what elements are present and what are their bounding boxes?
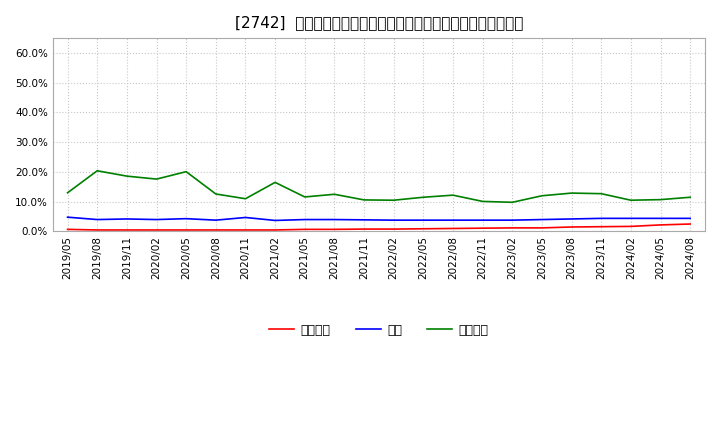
買入債務 — [390, 198, 398, 203]
Line: 買入債務: 買入債務 — [68, 171, 690, 202]
売上債権 — [212, 227, 220, 233]
買入債務 — [538, 193, 546, 198]
在庫 — [538, 217, 546, 222]
売上債権 — [478, 226, 487, 231]
売上債権 — [656, 222, 665, 227]
売上債権 — [63, 227, 72, 232]
買入債務 — [567, 191, 576, 196]
買入債務 — [93, 168, 102, 173]
売上債権 — [360, 227, 369, 232]
在庫 — [449, 217, 457, 223]
買入債務 — [449, 193, 457, 198]
買入債務 — [626, 198, 635, 203]
売上債権 — [330, 227, 338, 232]
Legend: 売上債権, 在庫, 買入債務: 売上債権, 在庫, 買入債務 — [264, 319, 493, 342]
売上債権 — [122, 227, 131, 233]
買入債務 — [241, 196, 250, 202]
在庫 — [212, 217, 220, 223]
買入債務 — [271, 180, 279, 185]
売上債権 — [271, 227, 279, 233]
在庫 — [300, 217, 309, 222]
在庫 — [390, 217, 398, 223]
在庫 — [241, 215, 250, 220]
買入債務 — [152, 176, 161, 182]
在庫 — [656, 216, 665, 221]
在庫 — [478, 217, 487, 223]
買入債務 — [360, 197, 369, 202]
売上債権 — [597, 224, 606, 229]
買入債務 — [182, 169, 191, 174]
Title: [2742]  売上債権、在庫、買入債務の総資産に対する比率の推移: [2742] 売上債権、在庫、買入債務の総資産に対する比率の推移 — [235, 15, 523, 30]
在庫 — [508, 217, 517, 223]
売上債権 — [567, 224, 576, 230]
売上債権 — [686, 221, 695, 227]
売上債権 — [626, 224, 635, 229]
在庫 — [330, 217, 338, 222]
売上債権 — [300, 227, 309, 232]
買入債務 — [508, 200, 517, 205]
在庫 — [271, 218, 279, 223]
買入債務 — [330, 192, 338, 197]
売上債権 — [538, 225, 546, 231]
在庫 — [152, 217, 161, 222]
在庫 — [597, 216, 606, 221]
Line: 売上債権: 売上債権 — [68, 224, 690, 230]
買入債務 — [597, 191, 606, 196]
在庫 — [686, 216, 695, 221]
買入債務 — [478, 199, 487, 204]
在庫 — [419, 217, 428, 223]
売上債権 — [390, 227, 398, 232]
在庫 — [122, 216, 131, 222]
在庫 — [626, 216, 635, 221]
在庫 — [63, 215, 72, 220]
売上債権 — [508, 225, 517, 231]
在庫 — [360, 217, 369, 223]
買入債務 — [656, 197, 665, 202]
売上債権 — [152, 227, 161, 233]
買入債務 — [686, 194, 695, 200]
買入債務 — [122, 173, 131, 179]
買入債務 — [212, 191, 220, 197]
Line: 在庫: 在庫 — [68, 217, 690, 220]
買入債務 — [419, 194, 428, 200]
買入債務 — [63, 190, 72, 195]
売上債権 — [241, 227, 250, 233]
在庫 — [93, 217, 102, 222]
在庫 — [567, 216, 576, 222]
売上債権 — [93, 227, 102, 233]
売上債権 — [449, 226, 457, 231]
買入債務 — [300, 194, 309, 200]
在庫 — [182, 216, 191, 221]
売上債権 — [182, 227, 191, 233]
売上債権 — [419, 226, 428, 231]
